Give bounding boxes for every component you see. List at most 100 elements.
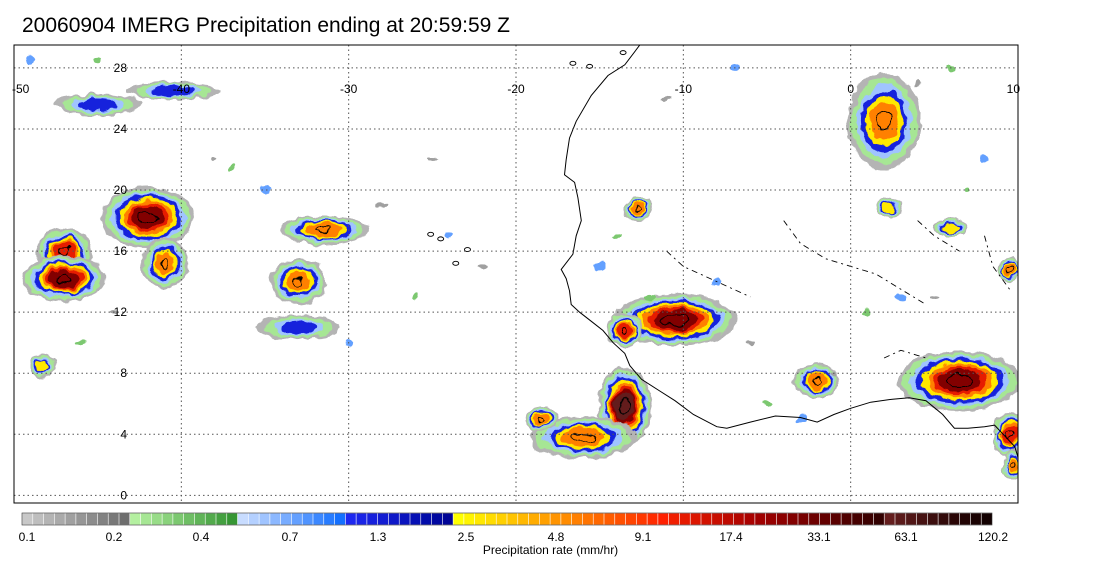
colorbar-swatch	[592, 512, 605, 526]
colorbar-swatch	[700, 512, 713, 526]
rain-speck	[914, 81, 921, 86]
inland-water-outline	[984, 235, 1010, 290]
rain-speck	[728, 63, 739, 72]
colorbar-swatch	[485, 512, 497, 526]
colorbar-swatch	[754, 512, 767, 526]
rain-system-cell-atlantic-west	[524, 406, 558, 432]
rain-speck	[895, 292, 906, 301]
rain-system-cell-mauritania	[606, 313, 643, 348]
colorbar-title: Precipitation rate (mm/hr)	[482, 543, 619, 557]
rain-core-outline	[946, 374, 973, 388]
map-title: 20060904 IMERG Precipitation ending at 2…	[22, 14, 510, 37]
colorbar-swatch	[161, 512, 174, 526]
rain-speck	[863, 309, 872, 316]
island-outline	[586, 63, 594, 69]
lat-tick-label: 0	[120, 488, 127, 502]
colorbar-label: 1.3	[370, 530, 387, 544]
colorbar-swatch	[560, 512, 573, 526]
island-outline	[452, 260, 460, 266]
rain-system-cluster-w-south	[22, 255, 106, 302]
colorbar-swatch	[398, 512, 411, 526]
colorbar-swatch	[668, 512, 681, 526]
rain-contour	[653, 309, 697, 330]
rain-system-cell-w-small	[29, 353, 56, 378]
island-outline	[437, 236, 445, 242]
colorbar-swatch	[420, 512, 433, 526]
rain-core-outline	[634, 204, 642, 212]
colorbar-swatch	[452, 512, 465, 526]
colorbar-swatch	[194, 512, 206, 526]
colorbar-swatch	[646, 512, 659, 526]
rain-system-cell-sahel-east	[998, 257, 1018, 282]
rain-system-cells-central	[270, 258, 327, 305]
rain-contour	[49, 269, 80, 288]
colorbar-swatch	[237, 512, 249, 526]
colorbar-swatch	[215, 512, 228, 526]
rain-speck	[477, 264, 488, 269]
colorbar-label: 9.1	[635, 530, 652, 544]
rain-core-outline	[876, 110, 892, 132]
rain-contour	[533, 412, 549, 426]
rain-speck	[26, 56, 35, 65]
colorbar-swatch	[280, 512, 293, 526]
rain-system-nw-streak-lower	[52, 93, 143, 116]
colorbar-swatch	[334, 512, 346, 526]
colorbar-swatch	[517, 512, 530, 526]
colorbar-swatch	[226, 512, 239, 526]
colorbar-swatch	[355, 512, 368, 526]
colorbar-swatch	[776, 512, 788, 526]
rain-core-outline	[1006, 265, 1014, 273]
colorbar-swatch	[409, 512, 422, 526]
colorbar-swatch	[528, 512, 540, 526]
rain-speck	[94, 57, 101, 64]
rain-core-outline	[292, 276, 305, 287]
colorbar-swatch	[248, 512, 260, 526]
lat-lon-grid	[14, 45, 1018, 503]
colorbar-swatch	[107, 512, 120, 526]
colorbar-swatch	[269, 512, 282, 526]
rain-system-band-northeast	[847, 72, 921, 171]
colorbar-label: 0.2	[106, 530, 123, 544]
colorbar-label: 4.8	[548, 530, 565, 544]
rain-contour	[882, 202, 896, 215]
rain-contour	[616, 323, 633, 338]
colorbar-swatch	[571, 512, 584, 526]
rain-system-cluster-w-north	[101, 187, 195, 248]
colorbar-swatch	[830, 512, 842, 526]
rain-system-cell-north-small-2	[934, 219, 968, 238]
colorbar-swatch	[840, 512, 853, 526]
colorbar-swatch	[711, 512, 724, 526]
island-outline	[619, 50, 627, 56]
rain-speck	[428, 157, 437, 162]
rain-speck	[445, 231, 454, 240]
colorbar-swatch	[851, 512, 864, 526]
rain-contour	[1003, 263, 1016, 276]
rain-core-outline	[55, 273, 74, 284]
colorbar-swatch	[345, 512, 357, 526]
colorbar-swatch	[54, 512, 66, 526]
colorbar-swatch	[183, 512, 196, 526]
rain-system-arc-atlantic-sw	[529, 416, 637, 459]
lon-tick-label: -10	[675, 82, 693, 96]
rain-core-outline	[313, 226, 334, 234]
rain-contour	[631, 202, 646, 215]
rain-core-outline	[571, 432, 595, 442]
rain-contour	[280, 320, 317, 335]
colorbar-swatch	[808, 512, 821, 526]
rain-speck	[211, 157, 218, 162]
colorbar-swatch	[549, 512, 562, 526]
colorbar-swatch	[431, 512, 443, 526]
rain-system-band-central	[278, 214, 369, 245]
colorbar-swatch	[32, 512, 45, 526]
rain-core-outline	[620, 326, 629, 335]
colorbar-label: 0.4	[193, 530, 210, 544]
colorbar-swatch	[118, 512, 131, 526]
rain-core-outline	[812, 377, 823, 385]
rain-system-cell-north-small	[876, 197, 903, 219]
lat-tick-label: 20	[114, 183, 128, 197]
colorbar-label: 17.4	[719, 530, 743, 544]
colorbar-label: 63.1	[894, 530, 918, 544]
colorbar-swatch	[819, 512, 831, 526]
colorbar-swatch	[636, 512, 648, 526]
rain-speck	[611, 232, 622, 239]
